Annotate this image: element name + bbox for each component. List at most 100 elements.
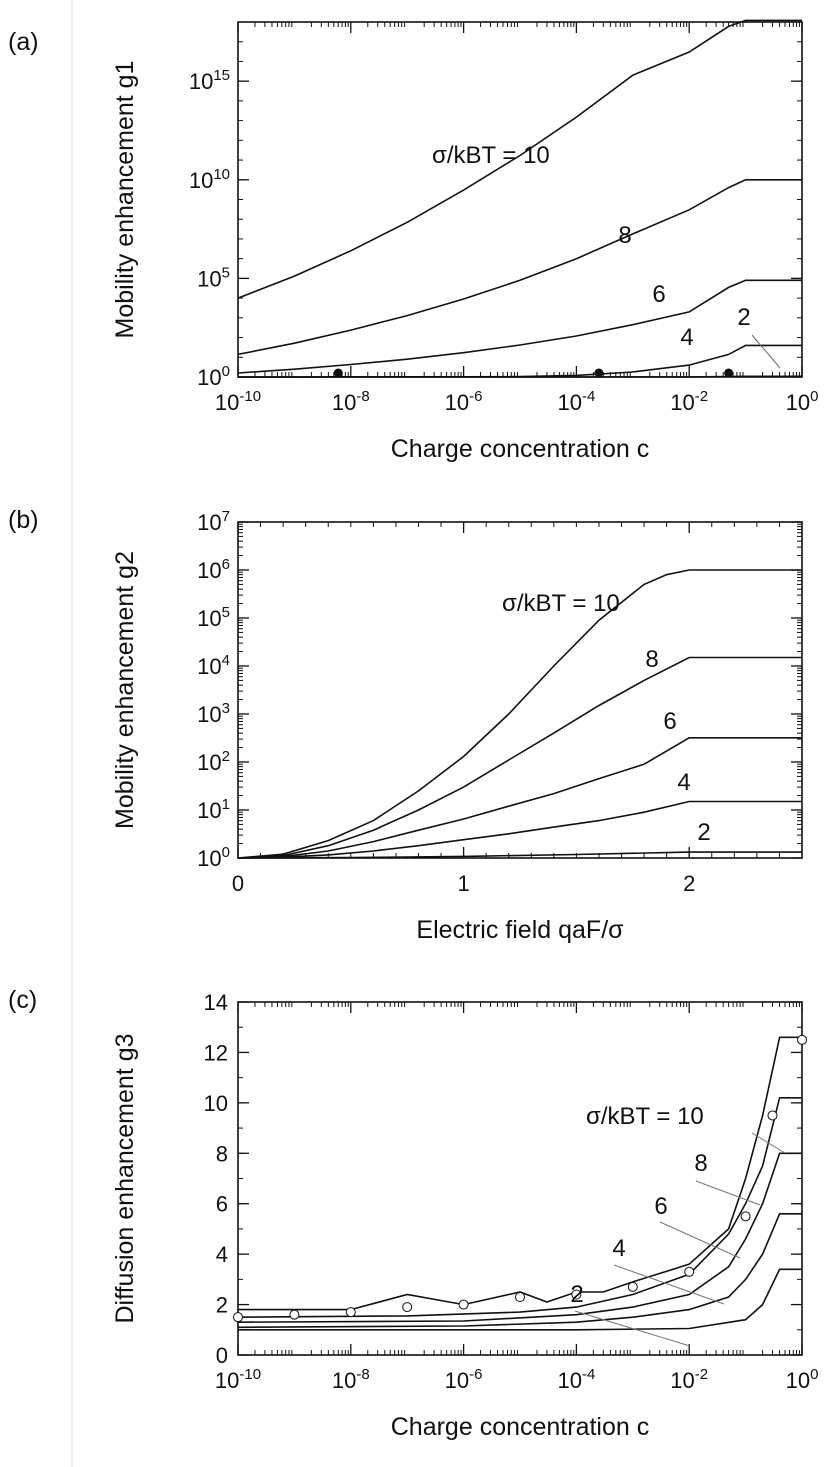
panel-b-series-6-line [237, 736, 802, 859]
panel-c-leader-line [659, 1221, 741, 1259]
panel-a-x-tick-label: 10-8 [332, 388, 370, 415]
panel-c-y-tick-label: 0 [216, 1343, 228, 1368]
panel-c-data-point [458, 1299, 469, 1310]
panel-c-series-2-line [238, 1268, 802, 1331]
panel-b-x-tick-label: 2 [683, 871, 695, 896]
panel-c-x-tick-label: 100 [786, 1366, 819, 1393]
panel-c-x-axis-label: Charge concentration c [391, 1413, 649, 1441]
panel-c-data-point [740, 1211, 751, 1222]
panel-c-y-tick-label: 2 [216, 1293, 228, 1318]
panel-c-leader-line [695, 1180, 761, 1206]
panel-b-y-tick-label: 103 [197, 700, 230, 727]
panel-b-x-tick-label: 1 [457, 871, 469, 896]
panel-c-y-tick-label: 12 [204, 1040, 228, 1065]
panel-c-x-tick-label: 10-2 [670, 1366, 708, 1393]
panel-c-y-axis-label: Diffusion enhancement g3 [111, 1033, 139, 1323]
panel-c-data-point [571, 1289, 582, 1300]
panel-b-series-4-line [237, 800, 802, 859]
panel-a-x-tick-label: 10-6 [445, 388, 483, 415]
panel-c-series-6-line [237, 1152, 802, 1323]
panel-c-leader-line [613, 1264, 725, 1305]
panel-a-curve-label-s8: 8 [618, 222, 631, 249]
panel-b-curve-label-s8: 8 [645, 646, 658, 673]
panel-b-y-tick-label: 101 [197, 796, 230, 823]
panel-b-chart: 0 1 2 100 101 102 103 104 105 106 107 Electric fiel… [111, 508, 803, 944]
panel-b-series-8-line [237, 656, 802, 859]
panel-a-leader-line [751, 334, 781, 369]
panel-b-y-axis-label: Mobility enhancement g2 [111, 551, 139, 829]
panel-c-data-point [402, 1302, 413, 1313]
panel-b-y-tick-label: 107 [197, 508, 230, 535]
panel-b-y-tick-label: 104 [197, 652, 230, 679]
panel-c-data-point [767, 1110, 778, 1121]
panel-a-data-point [724, 368, 734, 378]
panel-c-x-tick-label: 10-6 [445, 1366, 483, 1393]
panel-a-curve-label-s4: 4 [680, 324, 693, 351]
panel-b-frame [237, 521, 803, 859]
panel-a-x-tick-label: 10-10 [215, 388, 261, 415]
panel-a-series-2-line [238, 375, 802, 378]
panel-c-curve-label-s6: 6 [654, 1193, 667, 1220]
panel-label-c: (c) [8, 986, 37, 1014]
panel-b-y-tick-label: 102 [197, 748, 230, 775]
panel-a-data-point [594, 368, 604, 378]
panel-c-data-point [627, 1281, 638, 1292]
panel-c-y-tick-label: 8 [216, 1141, 228, 1166]
panel-a-x-tick-label: 10-2 [670, 388, 708, 415]
panel-c-leader-line [751, 1132, 786, 1154]
panel-b-curve-label-sigma10: σ/kBT = 10 [502, 590, 620, 617]
panel-b-curve-label-s6: 6 [663, 708, 676, 735]
panel-c-curve-label-s8: 8 [694, 1150, 707, 1177]
panel-a-curve-label-s6: 6 [652, 281, 665, 308]
panel-a-series-10-line [237, 19, 802, 299]
panel-c-data-point [289, 1309, 300, 1320]
panel-b-y-tick-label: 106 [197, 556, 230, 583]
panel-a-y-tick-label: 1010 [189, 166, 230, 193]
panel-b-y-tick-label: 100 [197, 844, 230, 871]
panel-a-x-axis-label: Charge concentration c [391, 435, 649, 463]
panel-a-frame [237, 21, 803, 378]
panel-a-series-6-line [237, 279, 802, 374]
panel-b-x-axis-label: Electric field qaF/σ [416, 916, 624, 944]
panel-c-y-tick-label: 4 [216, 1242, 228, 1267]
panel-c-y-tick-label: 6 [216, 1192, 228, 1217]
panel-c-series-10-line [238, 1036, 802, 1311]
panel-c-data-point [233, 1312, 243, 1323]
panel-a-series-8-line [237, 179, 802, 356]
panel-c-y-tick-label: 10 [204, 1091, 228, 1116]
panel-a-x-tick-label: 100 [786, 388, 819, 415]
panel-c-curve-label-sigma10: σ/kBT = 10 [586, 1103, 704, 1130]
panel-b-curve-label-s2: 2 [697, 819, 710, 846]
panel-c-series-8-line [237, 1097, 802, 1318]
panel-b-series-2-line [237, 851, 802, 859]
panel-label-a: (a) [8, 28, 39, 56]
panel-b-series-10-line [237, 569, 802, 859]
panel-a-chart: 10-10 10-8 10-6 10-4 10-2 100 100 105 1010 1015 Ch… [111, 19, 819, 463]
panel-c-x-tick-label: 10-10 [215, 1366, 261, 1393]
panel-label-b: (b) [8, 506, 39, 534]
panel-a-y-tick-label: 1015 [189, 67, 230, 94]
panel-c-curve-label-s2: 2 [570, 1281, 583, 1308]
panel-c-curve-label-s4: 4 [612, 1235, 625, 1262]
panel-c-data-point [797, 1034, 807, 1045]
panel-c-chart: 10-10 10-8 10-6 10-4 10-2 10002468101214Charg… [111, 990, 818, 1441]
panel-c-leader-line [574, 1310, 691, 1347]
panel-a-y-tick-label: 100 [197, 363, 230, 390]
panel-a-curve-label-sigma10: σ/kBT = 10 [432, 142, 550, 169]
panel-c-series-4-line [237, 1213, 802, 1329]
panel-a-curve-label-s2: 2 [737, 304, 750, 331]
panel-a-y-axis-label: Mobility enhancement g1 [111, 61, 139, 339]
panel-a-series-4-line [237, 344, 802, 378]
panel-a-data-point [333, 368, 343, 378]
panel-c-data-point [684, 1266, 695, 1277]
panel-c-x-tick-label: 10-4 [557, 1366, 595, 1393]
panel-a-y-tick-label: 105 [197, 264, 230, 291]
panel-c-data-point [345, 1307, 356, 1318]
panel-c-x-tick-label: 10-8 [332, 1366, 370, 1393]
panel-c-y-tick-label: 14 [204, 990, 228, 1015]
panel-c-data-point [515, 1292, 525, 1303]
panel-b-curve-label-s4: 4 [677, 769, 690, 796]
panel-b-y-tick-label: 105 [197, 604, 230, 631]
panel-b-x-tick-label: 0 [232, 871, 244, 896]
